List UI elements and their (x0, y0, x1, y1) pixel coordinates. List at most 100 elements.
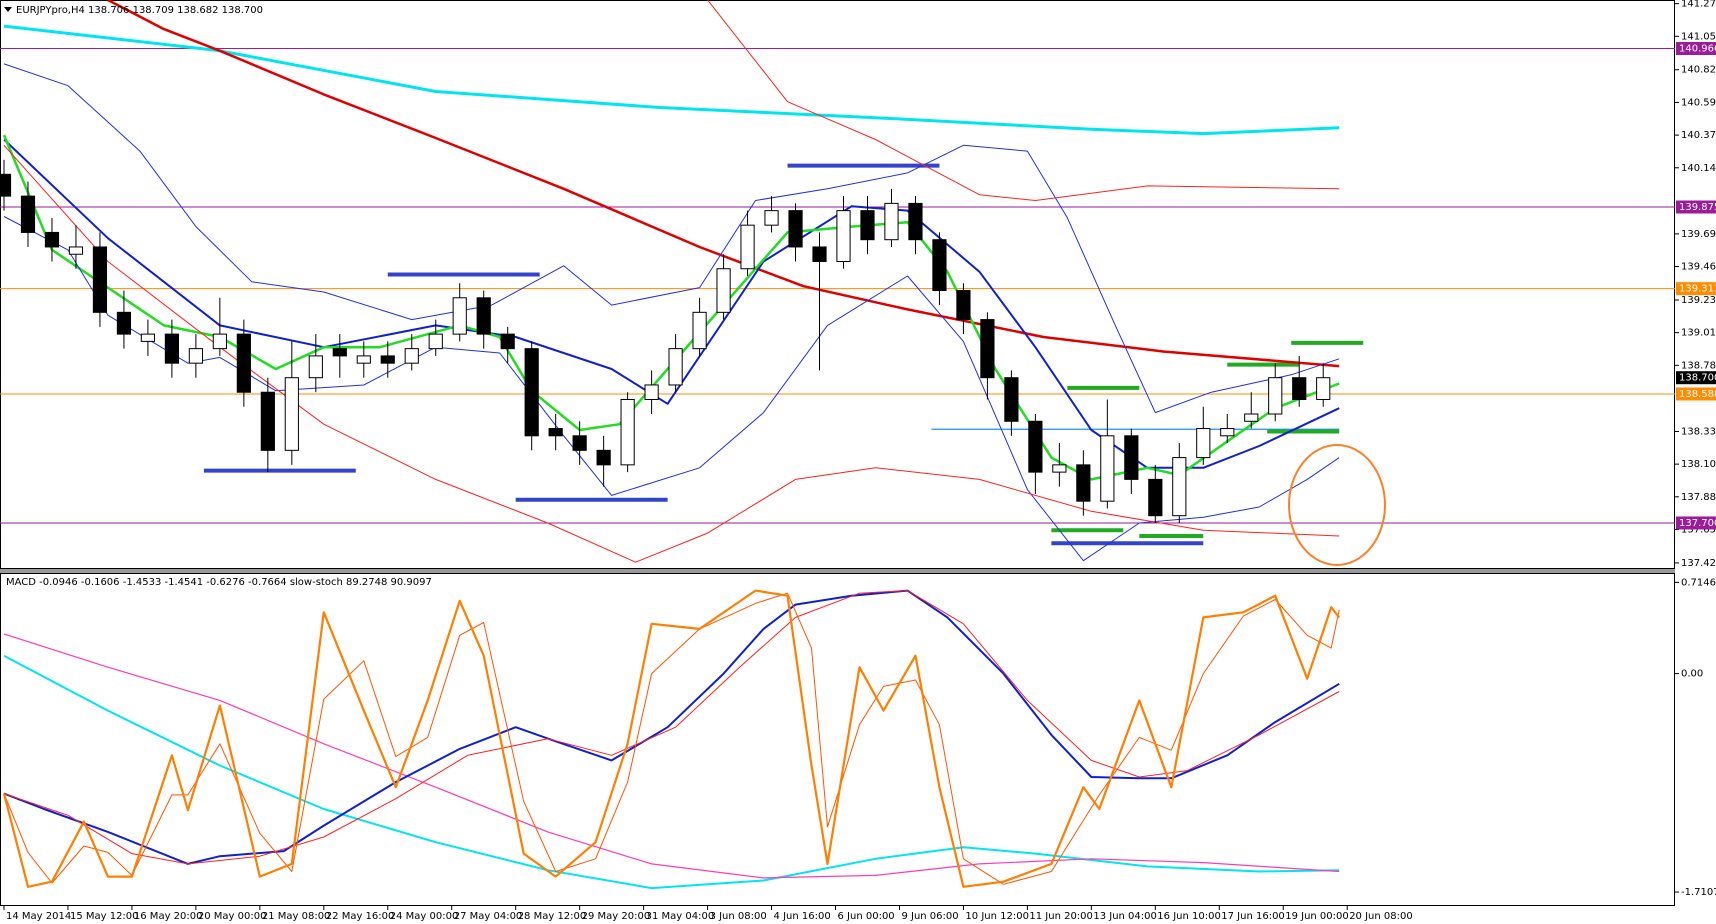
candle-body (1076, 464, 1091, 502)
x-tick-label: 4 Jun 16:00 (774, 911, 831, 922)
y-tick-label: -1.7107 (1681, 887, 1716, 898)
candle-body (932, 239, 947, 292)
y-tick-label: 141.275 (1681, 0, 1716, 10)
candle-body (428, 333, 443, 350)
level-label-box (1676, 42, 1716, 56)
x-tick-label: 27 May 04:00 (454, 911, 523, 922)
indicator-line (107, 0, 1340, 368)
x-tick-label: 15 May 12:00 (70, 911, 139, 922)
indicator-line (707, 0, 1340, 201)
candle-body (788, 210, 803, 248)
candle-body (692, 311, 707, 350)
candle-body (1292, 377, 1307, 400)
candle-body (644, 384, 659, 400)
level-label-box (1676, 387, 1716, 401)
x-tick-label: 28 May 12:00 (518, 911, 587, 922)
symbol-menu-arrow[interactable] (4, 7, 12, 12)
indicator-line (3, 24, 1340, 136)
candle-body (812, 246, 827, 262)
x-tick-label: 6 Jun 00:00 (838, 911, 895, 922)
level-label-box (1676, 282, 1716, 296)
y-tick-label: 138.105 (1681, 459, 1716, 470)
x-tick-label: 19 Jun 00:00 (1285, 911, 1349, 922)
x-tick-label: 22 May 16:00 (326, 911, 395, 922)
y-tick-label: 139.010 (1681, 328, 1716, 339)
candle-body (164, 333, 179, 364)
panel-separator (0, 569, 1675, 573)
y-tick-label: 139.235 (1681, 295, 1716, 306)
candle-body (380, 355, 395, 364)
indicator-panel-frame (0, 573, 1675, 906)
x-tick-label: 16 May 20:00 (134, 911, 203, 922)
level-label: 138.700 (1679, 373, 1716, 384)
candle-body (908, 202, 923, 241)
y-tick-label: 0.7146 (1681, 577, 1716, 588)
candle-body (68, 246, 84, 255)
y-tick-label: 0.00 (1681, 669, 1703, 680)
candle-body (1124, 435, 1139, 480)
candle-body (404, 348, 419, 364)
candle-body (956, 290, 971, 321)
candle-body (740, 224, 755, 270)
level-label-box (1676, 371, 1716, 385)
indicator-line (3, 592, 1340, 885)
candle-body (572, 435, 587, 451)
x-tick-label: 20 Jun 08:00 (1349, 911, 1413, 922)
candle-body (548, 428, 563, 437)
candle-body (1052, 464, 1067, 473)
candle-body (332, 348, 347, 357)
x-tick-label: 13 Jun 04:00 (1093, 911, 1157, 922)
candle-body (1244, 413, 1259, 422)
candle-body (188, 348, 203, 364)
candle-body (236, 333, 251, 393)
indicator-line (3, 654, 1340, 890)
y-tick-label: 140.595 (1681, 97, 1716, 108)
price-layer: 141.275 141.050 140.820 140.595 140.370 140.1… (0, 0, 1716, 569)
candle-body (1028, 420, 1043, 473)
x-tick-label: 16 Jun 10:00 (1157, 911, 1221, 922)
x-tick-label: 11 Jun 20:00 (1029, 911, 1093, 922)
y-tick-label: 137.425 (1681, 558, 1716, 569)
indicator-line (3, 63, 1340, 414)
candle-body (308, 355, 323, 379)
x-tick-label: 9 Jun 06:00 (901, 911, 958, 922)
candle-body (0, 173, 12, 197)
candle-body (836, 210, 851, 262)
chart-header: EURJPYpro,H4 138.706 138.709 138.682 138… (16, 5, 263, 16)
candle-body (356, 355, 371, 364)
level-label-box (1676, 516, 1716, 530)
y-tick-label: 141.050 (1681, 31, 1716, 42)
y-tick-label: 139.690 (1681, 229, 1716, 240)
candle-body (1196, 428, 1211, 459)
candle-body (716, 268, 731, 313)
candle-body (476, 297, 491, 335)
x-tick-label: 29 May 20:00 (582, 911, 651, 922)
y-tick-label: 140.370 (1681, 130, 1716, 141)
candle-body (284, 377, 299, 451)
highlight-circle (1288, 444, 1386, 566)
x-tick-label: 14 May 2014 (6, 911, 71, 922)
candle-body (1148, 478, 1163, 517)
candle-body (1172, 457, 1187, 517)
x-tick-label: 31 May 04:00 (646, 911, 715, 922)
candle-body (116, 311, 132, 335)
candle-body (860, 210, 875, 241)
candle-body (260, 391, 275, 451)
y-tick-label: 138.330 (1681, 426, 1716, 437)
candle-body (140, 333, 156, 342)
y-tick-label: 139.465 (1681, 262, 1716, 273)
y-tick-label: 138.785 (1681, 360, 1716, 371)
candle-body (524, 348, 539, 437)
x-tick-label: 10 Jun 12:00 (965, 911, 1029, 922)
candle-body (212, 333, 227, 350)
candle-body (596, 449, 611, 466)
level-label: 139.875 (1679, 202, 1716, 213)
candle-body (884, 202, 899, 241)
candle-body (1316, 377, 1331, 400)
x-tick-label: 24 May 00:00 (390, 911, 459, 922)
candle-body (1220, 428, 1235, 437)
candle-body (44, 231, 60, 248)
indicator-line (3, 589, 1340, 865)
